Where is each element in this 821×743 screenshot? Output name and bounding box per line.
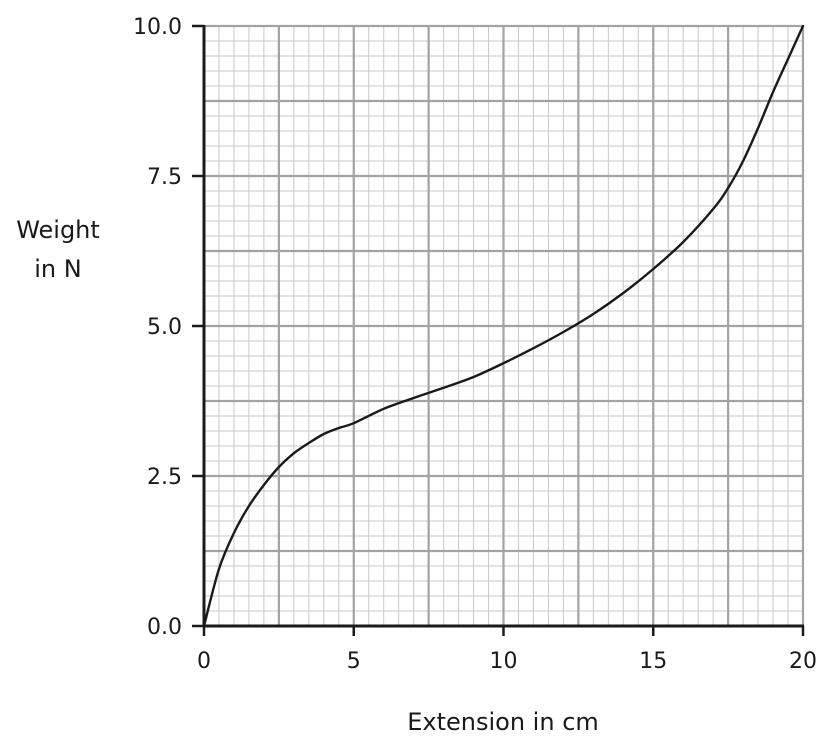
x-tick-label: 20	[789, 649, 817, 674]
y-tick-label: 7.5	[147, 165, 182, 190]
weight-extension-curve	[202, 24, 805, 628]
y-tick-label: 5.0	[147, 315, 182, 340]
x-tick-label: 0	[197, 649, 211, 674]
y-tick-labels: 0.0 2.5 5.0 7.5 10.0	[133, 15, 182, 640]
x-axis-title: Extension in cm	[407, 708, 599, 736]
y-tick-label: 2.5	[147, 465, 182, 490]
tick-marks	[192, 24, 805, 636]
y-tick-label: 10.0	[133, 15, 182, 40]
y-axis-title-line-2: in N	[34, 255, 81, 283]
y-axis-title-line-1: Weight	[16, 216, 100, 244]
data-series	[202, 24, 805, 628]
x-tick-label: 15	[639, 649, 667, 674]
x-tick-label: 5	[347, 649, 361, 674]
x-tick-label: 10	[490, 649, 518, 674]
y-tick-label: 0.0	[147, 615, 182, 640]
x-tick-labels: 0 5 10 15 20	[197, 649, 817, 674]
